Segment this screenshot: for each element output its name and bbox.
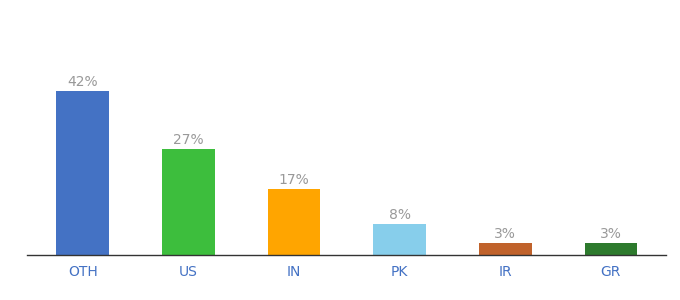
Text: 3%: 3% [600,227,622,241]
Text: 27%: 27% [173,134,203,148]
Text: 8%: 8% [389,208,411,222]
Text: 17%: 17% [279,172,309,187]
Text: 3%: 3% [494,227,516,241]
Bar [585,243,637,255]
Bar [162,149,215,255]
Text: 42%: 42% [67,75,98,89]
Bar [267,188,320,255]
Bar [479,243,532,255]
Bar [373,224,426,255]
Bar [56,91,109,255]
